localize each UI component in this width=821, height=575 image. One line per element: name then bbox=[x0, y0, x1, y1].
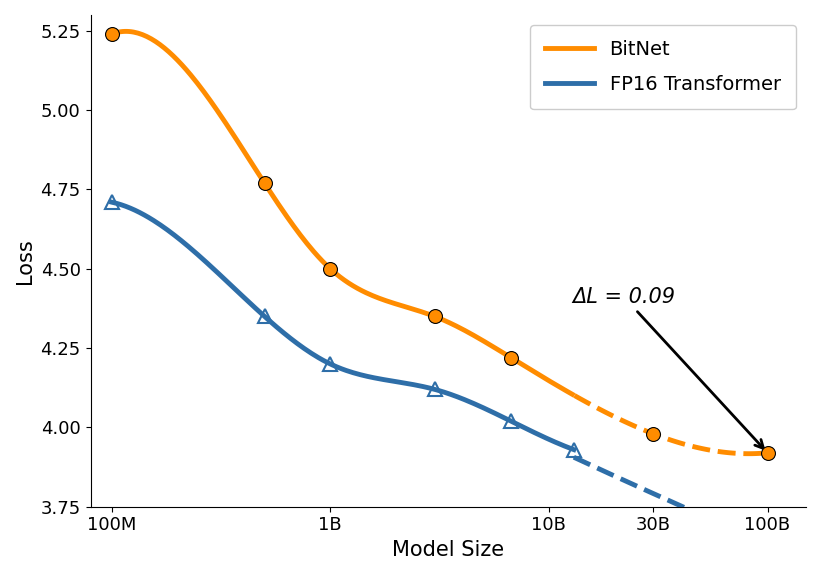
Legend: BitNet, FP16 Transformer: BitNet, FP16 Transformer bbox=[530, 25, 796, 109]
X-axis label: Model Size: Model Size bbox=[392, 540, 504, 560]
Text: ΔL = 0.09: ΔL = 0.09 bbox=[572, 287, 764, 448]
Y-axis label: Loss: Loss bbox=[15, 238, 35, 283]
